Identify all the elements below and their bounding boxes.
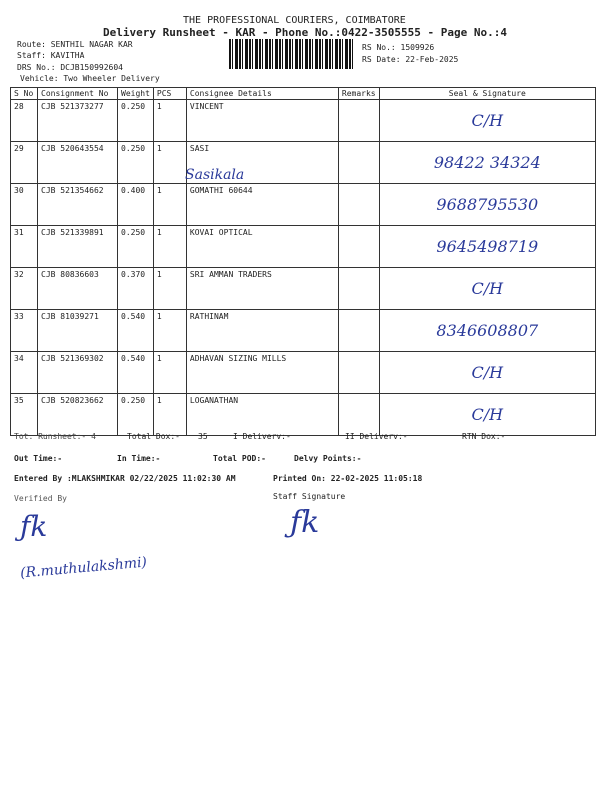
company-name: THE PROFESSIONAL COURIERS, COIMBATORE: [183, 15, 406, 26]
entered-by: Entered By :MLAKSHMIKAR 02/22/2025 11:02…: [14, 474, 236, 483]
pcs: 1: [152, 225, 187, 268]
pcs: 1: [152, 267, 187, 310]
consignment-no: CJB 521339891: [37, 225, 118, 268]
runsheet-table: S No Consignment No Weight PCS Consignee…: [10, 87, 597, 436]
remarks: [337, 393, 380, 436]
rs-date: RS Date: 22-Feb-2025: [362, 55, 459, 64]
out-time: Out Time:-: [14, 454, 63, 463]
sno-cell: 33: [10, 309, 38, 352]
staff: Staff: KAVITHA: [17, 51, 85, 60]
pcs: 1: [152, 183, 187, 226]
consignee-name: RATHINAM: [185, 309, 339, 352]
consignment-no: CJB 520643554: [37, 141, 118, 184]
sno-cell: 35: [10, 393, 38, 436]
total-pod: Total POD:-: [213, 454, 266, 463]
signature: C/H: [378, 393, 597, 436]
sno-cell: 29: [10, 141, 38, 184]
consignee-name: VINCENT: [185, 99, 339, 142]
signature: C/H: [378, 99, 597, 142]
weight: 0.250: [117, 99, 154, 142]
col-sno: S No: [10, 87, 38, 100]
table-row: 31 CJB 521339891 0.250 1 KOVAI OPTICAL 964549…: [10, 225, 597, 268]
delvy-points: Delvy Points:-: [294, 454, 362, 463]
printed-on: Printed On: 22-02-2025 11:05:18: [273, 474, 423, 483]
page-title: Delivery Runsheet - KAR - Phone No.:0422…: [103, 26, 507, 39]
consignment-no: CJB 521354662: [37, 183, 118, 226]
weight: 0.400: [117, 183, 154, 226]
remarks: [337, 141, 380, 184]
pcs: 1: [152, 99, 187, 142]
pcs: 1: [152, 351, 187, 394]
sno-cell: 28: [10, 99, 38, 142]
consignee-name: LOGANATHAN: [185, 393, 339, 436]
tot-runsheet: Tot. Runsheet:- 4: [14, 432, 96, 441]
consignment-no: CJB 81039271: [37, 309, 118, 352]
route: Route: SENTHIL NAGAR KAR: [17, 40, 133, 49]
weight: 0.540: [117, 351, 154, 394]
remarks: [337, 309, 380, 352]
remarks: [337, 267, 380, 310]
sno-cell: 31: [10, 225, 38, 268]
staff-signature-label: Staff Signature: [273, 492, 346, 501]
handwritten-name: Sasikala: [185, 167, 245, 183]
total-dox-value: 35: [198, 432, 208, 441]
signature: 9645498719: [378, 225, 597, 268]
staff-signature: ƒk: [290, 505, 320, 540]
consignee-name: SRI AMMAN TRADERS: [185, 267, 339, 310]
signature: 98422 34324: [378, 141, 597, 184]
total-dox-label: Total Dox:-: [127, 432, 180, 441]
remarks: [337, 225, 380, 268]
rs-no: RS No.: 1509926: [362, 43, 435, 52]
rtn-dox: RTN Dox:-: [462, 432, 506, 441]
weight: 0.250: [117, 393, 154, 436]
table-row: 29 CJB 520643554 0.250 1 SASI 98422 34324: [10, 141, 597, 184]
consignment-no: CJB 80836603: [37, 267, 118, 310]
consignee-name: SASI: [185, 141, 339, 184]
sno-cell: 30: [10, 183, 38, 226]
weight: 0.250: [117, 141, 154, 184]
weight: 0.370: [117, 267, 154, 310]
pcs: 1: [152, 393, 187, 436]
pcs: 1: [152, 141, 187, 184]
consignment-no: CJB 521373277: [37, 99, 118, 142]
col-signature: Seal & Signature: [378, 87, 597, 100]
vehicle: Vehicle: Two Wheeler Delivery: [20, 74, 160, 83]
remarks: [337, 183, 380, 226]
pcs: 1: [152, 309, 187, 352]
consignee-name: ADHAVAN SIZING MILLS: [185, 351, 339, 394]
col-weight: Weight: [117, 87, 154, 100]
sno-cell: 32: [10, 267, 38, 310]
i-delivery: I Deliverv:-: [233, 432, 291, 441]
sno-cell: 34: [10, 351, 38, 394]
table-row: 35 CJB 520823662 0.250 1 LOGANATHAN C/H: [10, 393, 597, 436]
verifier-signature: ƒk: [20, 510, 48, 543]
ii-delivery: II Deliverv:-: [345, 432, 408, 441]
remarks: [337, 99, 380, 142]
table-row: 32 CJB 80836603 0.370 1 SRI AMMAN TRADERS C/H: [10, 267, 597, 310]
remarks: [337, 351, 380, 394]
table-row: 30 CJB 521354662 0.400 1 GOMATHI 60644 968879…: [10, 183, 597, 226]
consignee-name: GOMATHI 60644: [185, 183, 339, 226]
table-row: 33 CJB 81039271 0.540 1 RATHINAM 8346608807: [10, 309, 597, 352]
weight: 0.540: [117, 309, 154, 352]
col-consignment: Consignment No: [37, 87, 118, 100]
verifier-name: (R.muthulakshmi): [19, 554, 148, 582]
barcode: [229, 39, 355, 69]
drs-no: DRS No.: DCJB150992604: [17, 63, 123, 72]
weight: 0.250: [117, 225, 154, 268]
consignment-no: CJB 521369302: [37, 351, 118, 394]
signature: 9688795530: [378, 183, 597, 226]
col-consignee: Consignee Details: [185, 87, 339, 100]
col-remarks: Remarks: [337, 87, 380, 100]
table-row: 28 CJB 521373277 0.250 1 VINCENT C/H: [10, 99, 597, 142]
verified-by: Verified By: [14, 494, 67, 503]
in-time: In Time:-: [117, 454, 161, 463]
consignee-name: KOVAI OPTICAL: [185, 225, 339, 268]
signature: 8346608807: [378, 309, 597, 352]
signature: C/H: [378, 267, 597, 310]
col-pcs: PCS: [152, 87, 187, 100]
consignment-no: CJB 520823662: [37, 393, 118, 436]
signature: C/H: [378, 351, 597, 394]
table-row: 34 CJB 521369302 0.540 1 ADHAVAN SIZING MILL…: [10, 351, 597, 394]
